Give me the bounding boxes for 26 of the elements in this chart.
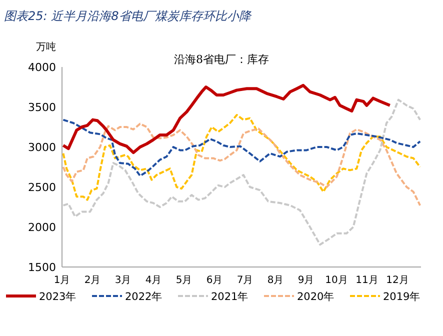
title: 图表25: 近半月沿海8省电厂煤炭库存环比小降 (4, 9, 251, 23)
legend-label: 2019年 (383, 291, 421, 303)
x-tick-label: 9月 (298, 275, 314, 286)
x-tick-label: 12月 (386, 275, 409, 286)
y-tick-label: 2500 (28, 181, 56, 194)
x-tick-label: 11月 (356, 275, 378, 286)
y-tick-label: 2000 (28, 221, 56, 234)
x-tick-label: 2月 (84, 275, 101, 286)
chart-subtitle: 沿海8省电厂：库存 (174, 53, 269, 66)
y-tick-label: 3500 (28, 101, 56, 114)
y-tick-label: 1500 (28, 261, 56, 274)
y-tick-label: 3000 (28, 141, 56, 154)
x-tick-label: 4月 (145, 275, 162, 286)
x-tick-label: 8月 (267, 275, 284, 286)
x-tick-label: 6月 (206, 275, 223, 286)
legend-label: 2022年 (125, 291, 163, 303)
legend-label: 2021年 (211, 291, 249, 303)
x-tick-label: 7月 (236, 275, 254, 286)
x-tick-label: 5月 (176, 275, 192, 286)
legend-label: 2023年 (39, 291, 77, 303)
y-axis-title: 万吨 (36, 41, 56, 53)
x-tick-label: 10月 (325, 275, 348, 286)
y-tick-label: 4000 (28, 61, 56, 74)
x-tick-label: 3月 (114, 275, 132, 286)
x-tick-label: 1月 (54, 275, 70, 286)
legend-label: 2020年 (297, 291, 335, 303)
